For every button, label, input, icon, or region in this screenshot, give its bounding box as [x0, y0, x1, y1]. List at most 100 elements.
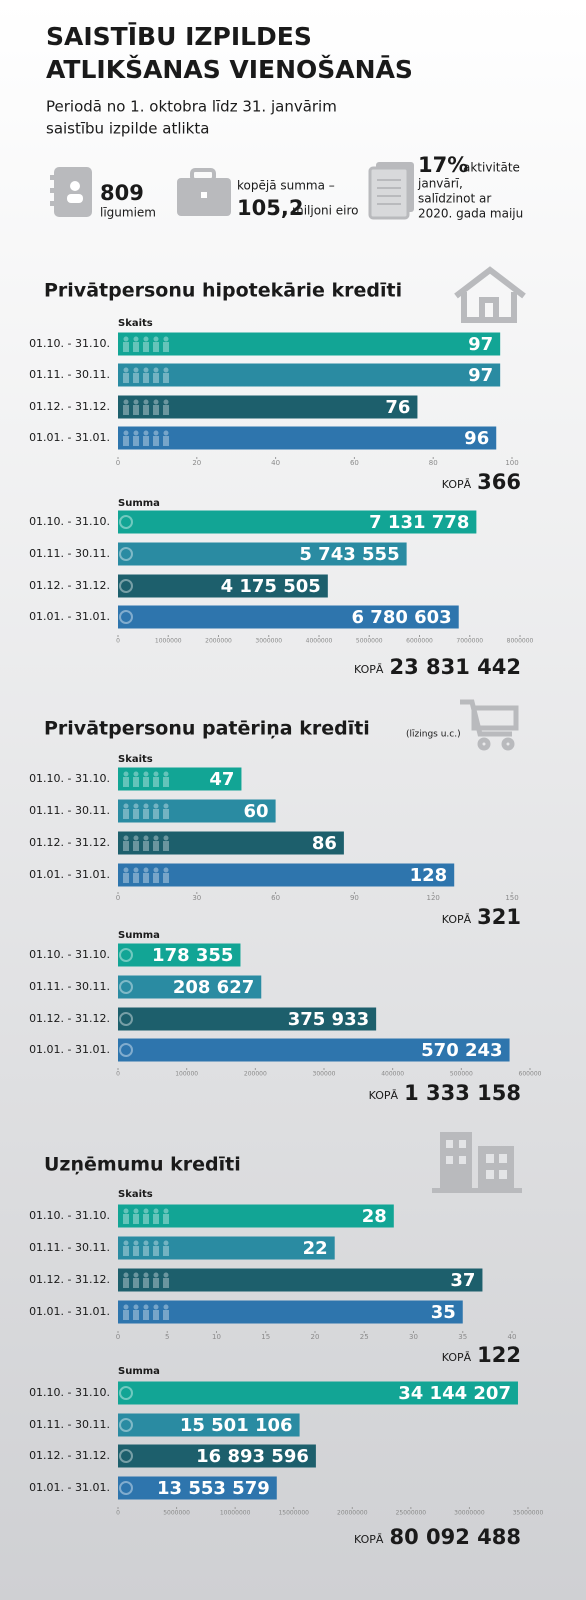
category-label: 01.11. - 30.11.	[29, 1241, 110, 1254]
x-tick-label: 400000	[381, 1071, 404, 1078]
value-label: 76	[385, 397, 410, 418]
x-tick-label: 8000000	[507, 638, 534, 645]
x-tick-label: 20000000	[337, 1510, 368, 1517]
category-label: 01.12. - 31.12.	[29, 1273, 110, 1286]
chart-subtitle: Summa	[118, 930, 160, 941]
chart-subtitle: Summa	[118, 1366, 160, 1377]
x-tick-label: 10000000	[220, 1510, 251, 1517]
person-icon	[123, 777, 129, 787]
value-label: 5 743 555	[299, 544, 399, 565]
category-label: 01.12. - 31.12.	[29, 1012, 110, 1025]
total-value: 80 092 488	[389, 1525, 521, 1549]
x-tick-label: 15000000	[278, 1510, 309, 1517]
person-icon	[163, 436, 169, 446]
category-label: 01.10. - 31.10.	[29, 515, 110, 528]
euro-icon	[119, 1449, 133, 1463]
x-tick-label: 30	[192, 894, 201, 902]
value-label: 34 144 207	[398, 1383, 511, 1404]
value-label: 6 780 603	[352, 607, 452, 628]
value-label: 86	[312, 833, 337, 854]
euro-icon	[119, 1012, 133, 1026]
x-tick-label: 0	[116, 894, 120, 902]
document-icon	[368, 162, 414, 220]
person-icon	[123, 342, 129, 352]
person-icon	[143, 1208, 149, 1214]
bar	[118, 1300, 463, 1324]
value-label: 60	[244, 801, 269, 822]
x-tick-label: 5	[165, 1333, 169, 1341]
person-icon	[153, 771, 159, 777]
person-icon	[123, 405, 129, 415]
value-label: 16 893 596	[196, 1446, 309, 1467]
person-icon	[163, 336, 169, 342]
category-label: 01.11. - 30.11.	[29, 980, 110, 993]
person-icon	[123, 841, 129, 851]
person-icon	[153, 1208, 159, 1214]
person-icon	[163, 1278, 169, 1288]
euro-icon	[119, 610, 133, 624]
value-label: 375 933	[288, 1009, 369, 1030]
house-icon	[454, 266, 526, 323]
euro-icon	[119, 515, 133, 529]
section-title: Privātpersonu patēriņa kredīti	[44, 718, 370, 740]
bar	[118, 831, 344, 855]
person-icon	[143, 1214, 149, 1224]
x-tick-label: 0	[116, 1071, 120, 1078]
stat-value: 17%	[418, 153, 468, 177]
bar	[118, 426, 497, 450]
x-tick-label: 30	[409, 1333, 418, 1341]
value-label: 128	[410, 865, 448, 886]
person-icon	[163, 867, 169, 873]
euro-icon	[119, 1386, 133, 1400]
total-value: 366	[477, 470, 521, 494]
bar	[118, 605, 459, 629]
person-icon	[123, 367, 129, 373]
x-tick-label: 80	[429, 459, 438, 467]
person-icon	[143, 777, 149, 787]
bar	[118, 510, 477, 534]
category-label: 01.11. - 30.11.	[29, 547, 110, 560]
value-label: 208 627	[173, 977, 254, 998]
x-tick-label: 100000	[175, 1071, 198, 1078]
x-tick-label: 6000000	[406, 638, 433, 645]
category-label: 01.12. - 31.12.	[29, 400, 110, 413]
x-tick-label: 35000000	[513, 1510, 544, 1517]
category-label: 01.10. - 31.10.	[29, 772, 110, 785]
euro-icon	[119, 1418, 133, 1432]
x-tick-label: 0	[116, 459, 120, 467]
person-icon	[143, 1272, 149, 1278]
total-caption: KOPĀ	[354, 1533, 384, 1546]
x-tick-label: 10	[212, 1333, 221, 1341]
person-icon	[123, 873, 129, 883]
person-icon	[143, 1310, 149, 1320]
person-icon	[133, 1208, 139, 1214]
bar	[118, 332, 501, 356]
person-icon	[163, 809, 169, 819]
euro-icon	[119, 980, 133, 994]
person-icon	[153, 1278, 159, 1288]
bar	[118, 943, 241, 967]
total-caption: KOPĀ	[442, 478, 472, 491]
stat-text: miljoni eiro	[292, 204, 359, 218]
value-label: 47	[209, 769, 234, 790]
person-icon	[143, 809, 149, 819]
x-tick-label: 25	[360, 1333, 369, 1341]
person-icon	[163, 777, 169, 787]
value-label: 97	[468, 334, 493, 355]
person-icon	[133, 399, 139, 405]
stat-text: salīdzinot ar	[418, 192, 491, 206]
person-icon	[143, 1278, 149, 1288]
person-icon	[163, 430, 169, 436]
person-icon	[143, 841, 149, 851]
person-icon	[123, 436, 129, 446]
person-icon	[133, 1310, 139, 1320]
contract-icon	[50, 167, 92, 217]
person-icon	[133, 336, 139, 342]
x-tick-label: 120	[427, 894, 440, 902]
bar	[118, 1038, 510, 1062]
x-tick-label: 150	[505, 894, 518, 902]
person-icon	[133, 342, 139, 352]
euro-icon	[119, 547, 133, 561]
bar	[118, 1204, 394, 1228]
person-icon	[163, 1272, 169, 1278]
